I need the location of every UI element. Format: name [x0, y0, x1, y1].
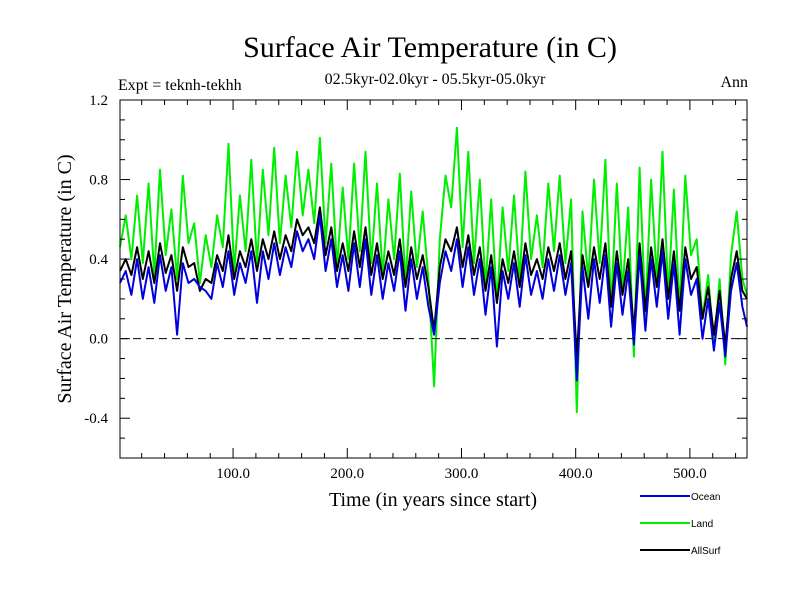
y-tick-label: 0.4: [89, 252, 108, 268]
x-tick-label: 500.0: [673, 466, 707, 482]
season-label: Ann: [720, 74, 748, 91]
x-tick-label: 300.0: [445, 466, 479, 482]
y-tick-label: 0.0: [89, 332, 108, 348]
legend-label-allsurf: AllSurf: [691, 546, 721, 557]
y-tick-label: 0.8: [89, 173, 108, 189]
chart-subtitle: 02.5kyr-02.0kyr - 05.5kyr-05.0kyr: [325, 71, 546, 88]
chart-title: Surface Air Temperature (in C): [243, 31, 617, 64]
x-axis-ticks: 100.0 200.0 300.0 400.0 500.0: [141, 100, 737, 482]
y-axis-ticks: 1.2 0.8 0.4 0.0 -0.4: [84, 93, 747, 439]
legend-label-ocean: Ocean: [691, 492, 720, 503]
x-tick-label: 200.0: [330, 466, 364, 482]
x-tick-label: 400.0: [559, 466, 593, 482]
legend: Ocean Land AllSurf: [640, 492, 721, 557]
series-line-ocean: [119, 214, 748, 382]
series-group: [119, 126, 748, 414]
y-tick-label: -0.4: [84, 411, 108, 427]
x-axis-label: Time (in years since start): [329, 489, 537, 511]
y-tick-label: 1.2: [89, 93, 108, 109]
experiment-label: Expt = teknh-tekhh: [118, 77, 242, 94]
legend-label-land: Land: [691, 519, 713, 530]
y-axis-label: Surface Air Temperature (in C): [54, 154, 76, 403]
series-line-land: [119, 126, 748, 414]
x-tick-label: 100.0: [216, 466, 250, 482]
